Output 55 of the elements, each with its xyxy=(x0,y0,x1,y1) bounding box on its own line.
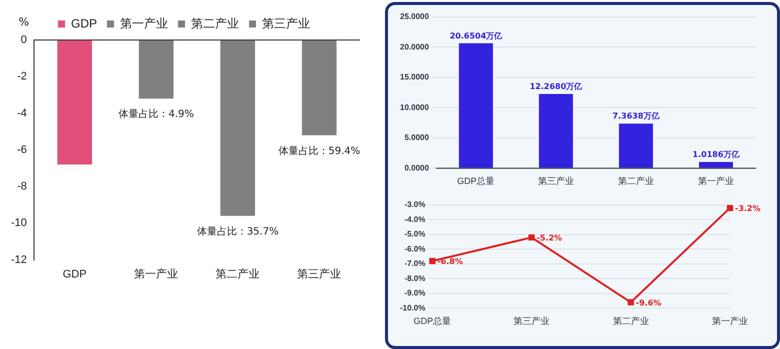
y-tick-label: -9.0% xyxy=(404,288,426,298)
x-tick-label: GDP xyxy=(62,268,87,280)
y-tick-label: -3.0% xyxy=(404,200,426,210)
y-axis-title: % xyxy=(18,15,30,28)
data-label: -9.6% xyxy=(636,298,662,308)
y-tick-label: 15.0000 xyxy=(400,72,430,82)
bar xyxy=(458,43,493,168)
x-tick-label: GDP总量 xyxy=(457,176,495,186)
y-tick-label: -10.0% xyxy=(400,303,426,312)
y-tick-label: -4 xyxy=(17,107,27,120)
legend-label: 第三产业 xyxy=(262,16,310,30)
y-tick-label: -5.0% xyxy=(404,230,426,239)
y-tick-label: -6.0% xyxy=(404,244,426,254)
x-tick-label: 第三产业 xyxy=(538,176,574,186)
point xyxy=(528,234,535,241)
y-tick-label: -6 xyxy=(17,144,27,156)
bar xyxy=(538,94,573,168)
annotation: 体量占比：59.4% xyxy=(278,144,360,157)
legend-label: GDP xyxy=(71,16,98,30)
y-tick-label: -4.0% xyxy=(404,214,426,224)
y-tick-label: -10 xyxy=(10,217,27,230)
bar xyxy=(618,124,653,168)
y-tick-label: 20.0000 xyxy=(400,42,430,52)
point xyxy=(726,205,734,212)
x-tick-label: 第一产业 xyxy=(698,176,734,186)
legend-label: 第二产业 xyxy=(191,16,239,30)
y-tick-label: -7.0% xyxy=(404,259,426,268)
point xyxy=(628,299,634,306)
legend-label: 第一产业 xyxy=(120,16,168,30)
y-tick-label: 10.0000 xyxy=(400,102,430,112)
y-tick-label: 5.0000 xyxy=(404,133,430,142)
data-label: 1.0186万亿 xyxy=(692,150,740,160)
data-label: -3.2% xyxy=(735,204,761,214)
x-tick-label: 第三产业 xyxy=(297,267,342,280)
annotation: 体量占比：4.9% xyxy=(118,108,194,120)
data-label: 7.3638万亿 xyxy=(612,112,660,121)
x-tick-label: 第一产业 xyxy=(134,267,178,280)
y-tick-label: -8.0% xyxy=(404,274,426,283)
data-label: 12.2680万亿 xyxy=(530,82,584,92)
bar xyxy=(698,162,733,168)
x-tick-label: 第一产业 xyxy=(712,316,748,326)
y-tick-label: 0.0000 xyxy=(404,163,430,172)
data-label: -5.2% xyxy=(536,234,562,243)
x-tick-label: 第二产业 xyxy=(618,176,654,186)
x-tick-label: 第二产业 xyxy=(216,267,260,280)
y-tick-label: -2 xyxy=(17,70,27,83)
data-label: 20.6504万亿 xyxy=(450,31,504,40)
x-tick-label: 第二产业 xyxy=(612,316,649,326)
y-tick-label: 25.0000 xyxy=(400,12,430,22)
x-tick-label: GDP总量 xyxy=(414,316,452,326)
y-tick-label: 0 xyxy=(20,34,27,46)
annotation: 体量占比：35.7% xyxy=(196,225,279,238)
x-tick-label: 第三产业 xyxy=(514,316,550,326)
y-tick-label: -12 xyxy=(10,254,27,266)
y-tick-label: -8 xyxy=(17,180,27,193)
